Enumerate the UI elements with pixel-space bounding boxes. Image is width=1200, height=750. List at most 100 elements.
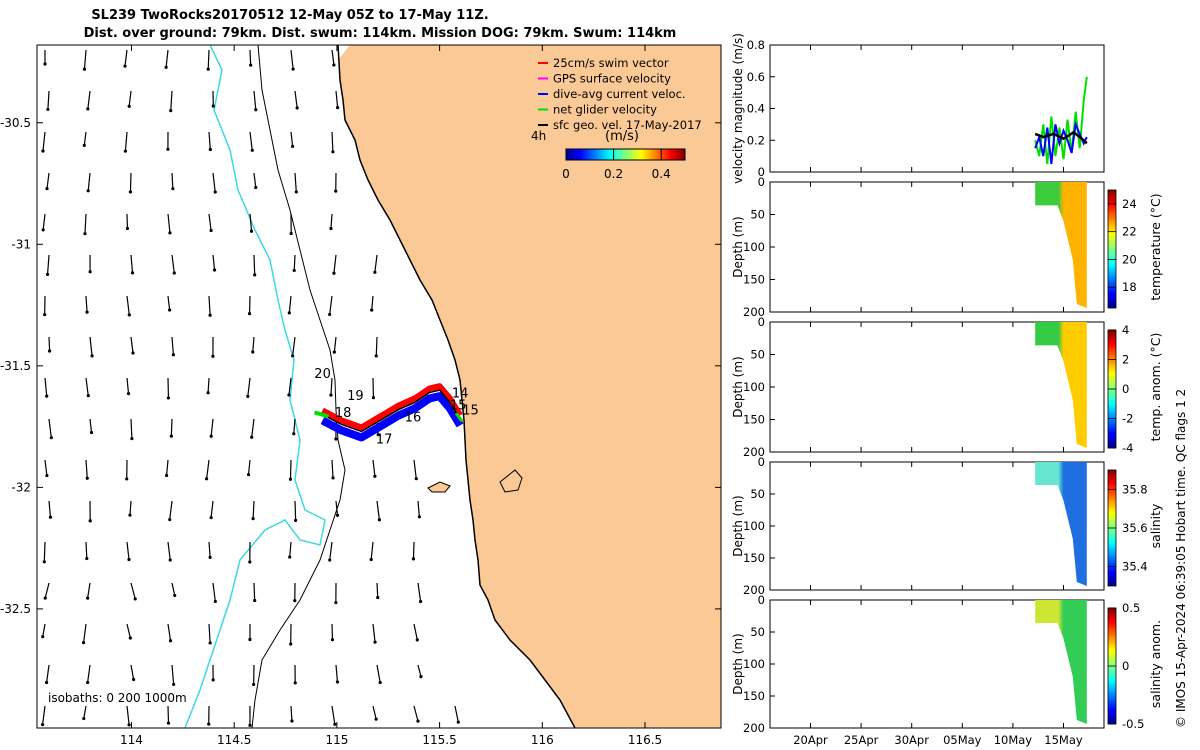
day-label: 14 bbox=[452, 386, 469, 401]
y-tick-label: 100 bbox=[743, 240, 765, 254]
sfc-geo-vector-head bbox=[333, 722, 337, 726]
sfc-geo-vector-head bbox=[377, 518, 381, 522]
map-x-tick-label: 116 bbox=[531, 733, 554, 747]
sfc-geo-vector bbox=[333, 254, 337, 274]
sfc-geo-vector-head bbox=[253, 598, 257, 603]
sfc-geo-vector bbox=[376, 582, 379, 598]
heatmap-field bbox=[1035, 462, 1087, 586]
heatmap-field bbox=[1035, 600, 1087, 724]
sfc-geo-vector-head bbox=[212, 268, 217, 272]
sfc-geo-vector bbox=[43, 541, 46, 562]
sfc-geo-vector-head bbox=[164, 65, 168, 69]
sfc-geo-vector bbox=[46, 664, 50, 683]
sfc-geo-vector-head bbox=[376, 595, 380, 600]
sfc-geo-vector-head bbox=[288, 477, 293, 481]
sfc-geo-vector-head bbox=[373, 474, 377, 478]
sfc-geo-vector bbox=[128, 90, 132, 107]
sfc-geo-vector-head bbox=[295, 106, 299, 110]
sfc-geo-vector bbox=[247, 377, 251, 397]
legend-label: net glider velocity bbox=[553, 103, 657, 117]
sfc-geo-vector bbox=[330, 377, 333, 396]
sfc-geo-vector bbox=[330, 213, 333, 229]
sfc-geo-vector-head bbox=[208, 147, 212, 152]
sfc-geo-vector bbox=[212, 172, 216, 193]
sfc-geo-vector bbox=[331, 705, 336, 725]
sfc-geo-vector bbox=[249, 49, 252, 66]
sfc-geo-vector-head bbox=[328, 558, 332, 562]
sfc-geo-vector bbox=[130, 418, 133, 439]
sfc-geo-vector-head bbox=[252, 682, 256, 687]
colorbar-label: salinity anom. bbox=[1148, 620, 1163, 708]
sfc-geo-vector-head bbox=[172, 682, 176, 686]
y-tick-label: 150 bbox=[743, 273, 765, 287]
sfc-geo-vector-head bbox=[370, 308, 374, 312]
sfc-geo-vector-head bbox=[376, 433, 380, 437]
coastline bbox=[337, 45, 576, 728]
map-colorbar-tick-label: 0.4 bbox=[652, 167, 671, 181]
sfc-geo-vector-head bbox=[332, 271, 336, 275]
sfc-geo-vector bbox=[165, 49, 169, 68]
sfc-geo-vector-head bbox=[127, 557, 131, 562]
y-tick-label: 0 bbox=[758, 315, 765, 329]
sfc-geo-vector bbox=[335, 500, 339, 516]
sfc-geo-vector bbox=[207, 49, 210, 70]
panel-2: 0 50 100 150 200 Depth (m) -4 -2 0 2 4 temp. anom. … bbox=[731, 315, 1163, 459]
sfc-geo-vector bbox=[171, 172, 174, 189]
map-y-tick-label: -32.5 bbox=[0, 602, 31, 616]
sfc-geo-vector-head bbox=[173, 593, 177, 598]
sfc-geo-vector-head bbox=[128, 636, 132, 640]
sfc-geo-vector-head bbox=[331, 476, 335, 480]
sfc-geo-vector-head bbox=[82, 143, 86, 147]
sfc-geo-vector-head bbox=[328, 312, 332, 317]
sfc-geo-vector bbox=[212, 582, 216, 602]
sfc-geo-vector bbox=[376, 500, 380, 520]
sfc-geo-vector-head bbox=[86, 394, 90, 398]
sfc-geo-vector bbox=[249, 131, 253, 151]
sfc-geo-vector-head bbox=[168, 308, 172, 312]
sfc-geo-vector-head bbox=[171, 187, 175, 191]
sfc-geo-vector-head bbox=[48, 349, 52, 353]
sfc-geo-vector-head bbox=[209, 515, 213, 520]
credit-text: © IMOS 15-Apr-2024 06:39:05 Hobart time.… bbox=[1174, 389, 1188, 728]
sfc-geo-vector-head bbox=[246, 473, 251, 477]
sfc-geo-vector bbox=[170, 90, 173, 111]
island bbox=[499, 469, 523, 493]
sfc-geo-vector bbox=[42, 623, 46, 637]
sfc-geo-vector bbox=[171, 582, 176, 596]
net-glider-velocity-start bbox=[313, 410, 330, 419]
x-tick-label: 05May bbox=[943, 733, 982, 747]
colorbar-tick-label: 35.4 bbox=[1122, 560, 1148, 574]
sfc-geo-vector-head bbox=[41, 228, 45, 232]
sfc-geo-vector bbox=[253, 254, 256, 275]
sfc-geo-vector bbox=[290, 705, 293, 722]
sfc-geo-vector bbox=[372, 623, 376, 643]
sfc-geo-vector-head bbox=[85, 476, 89, 480]
sfc-geo-vector bbox=[85, 377, 89, 396]
x-tick-label: 10May bbox=[994, 733, 1033, 747]
x-tick-label: 15May bbox=[1044, 733, 1083, 747]
sfc-geo-vector-head bbox=[249, 229, 254, 233]
sfc-geo-vector-head bbox=[166, 721, 171, 725]
sfc-geo-vector-head bbox=[248, 637, 252, 642]
colorbar-label: temp. anom. (°C) bbox=[1148, 333, 1163, 442]
panel-4: 0 50 100 150 200 20Apr 25Apr 30Apr 05May 10May 15M… bbox=[731, 593, 1163, 747]
sfc-geo-vector bbox=[253, 582, 256, 601]
sfc-geo-vector-head bbox=[43, 62, 47, 66]
sfc-geo-vector bbox=[247, 459, 251, 475]
y-tick-label: 200 bbox=[743, 721, 765, 735]
sfc-geo-vector-head bbox=[287, 393, 291, 397]
sfc-geo-vector bbox=[331, 131, 334, 152]
sfc-geo-vector-head bbox=[85, 310, 89, 314]
sfc-geo-vector-head bbox=[166, 396, 171, 400]
sfc-geo-vector bbox=[42, 213, 46, 230]
map-colorbar-tick-label: 0.2 bbox=[604, 167, 623, 181]
sfc-geo-vector-head bbox=[208, 313, 212, 317]
sfc-geo-vector-head bbox=[43, 313, 47, 317]
y-tick-label: 0 bbox=[758, 455, 765, 469]
sfc-geo-vector-head bbox=[294, 190, 298, 194]
y-tick-label: 50 bbox=[750, 348, 765, 362]
day-label: 18 bbox=[335, 406, 352, 421]
sfc-geo-vector bbox=[87, 90, 91, 109]
